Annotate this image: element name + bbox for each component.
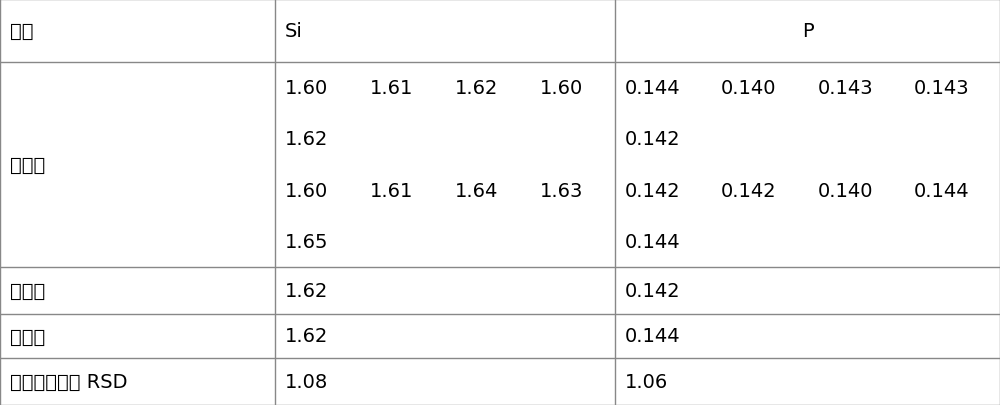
Text: 1.60: 1.60: [285, 79, 328, 98]
Text: 1.62: 1.62: [455, 79, 498, 98]
Text: Si: Si: [285, 22, 303, 41]
Text: 0.144: 0.144: [625, 232, 681, 251]
Text: 0.143: 0.143: [914, 79, 969, 98]
Text: 1.62: 1.62: [285, 327, 328, 345]
Text: 1.64: 1.64: [455, 181, 498, 200]
Text: 0.144: 0.144: [625, 327, 681, 345]
Text: 1.60: 1.60: [285, 181, 328, 200]
Text: 0.144: 0.144: [914, 181, 969, 200]
Text: 1.61: 1.61: [370, 181, 413, 200]
Text: 0.143: 0.143: [818, 79, 873, 98]
Text: 1.60: 1.60: [540, 79, 583, 98]
Text: 1.62: 1.62: [285, 130, 328, 149]
Text: 1.06: 1.06: [625, 372, 668, 391]
Text: 1.62: 1.62: [285, 281, 328, 300]
Text: 0.142: 0.142: [721, 181, 777, 200]
Text: 测定值: 测定值: [10, 156, 45, 175]
Text: 平均值: 平均值: [10, 281, 45, 300]
Text: 1.61: 1.61: [370, 79, 413, 98]
Text: 0.140: 0.140: [818, 181, 873, 200]
Text: 0.140: 0.140: [721, 79, 777, 98]
Text: 0.142: 0.142: [625, 181, 681, 200]
Text: 0.142: 0.142: [625, 281, 681, 300]
Text: 1.63: 1.63: [540, 181, 583, 200]
Text: 认定值: 认定值: [10, 327, 45, 345]
Text: 0.142: 0.142: [625, 130, 681, 149]
Text: 相对标准偏差 RSD: 相对标准偏差 RSD: [10, 372, 128, 391]
Text: 元素: 元素: [10, 22, 34, 41]
Text: 1.65: 1.65: [285, 232, 329, 251]
Text: 1.08: 1.08: [285, 372, 328, 391]
Text: P: P: [802, 22, 813, 41]
Text: 0.144: 0.144: [625, 79, 681, 98]
